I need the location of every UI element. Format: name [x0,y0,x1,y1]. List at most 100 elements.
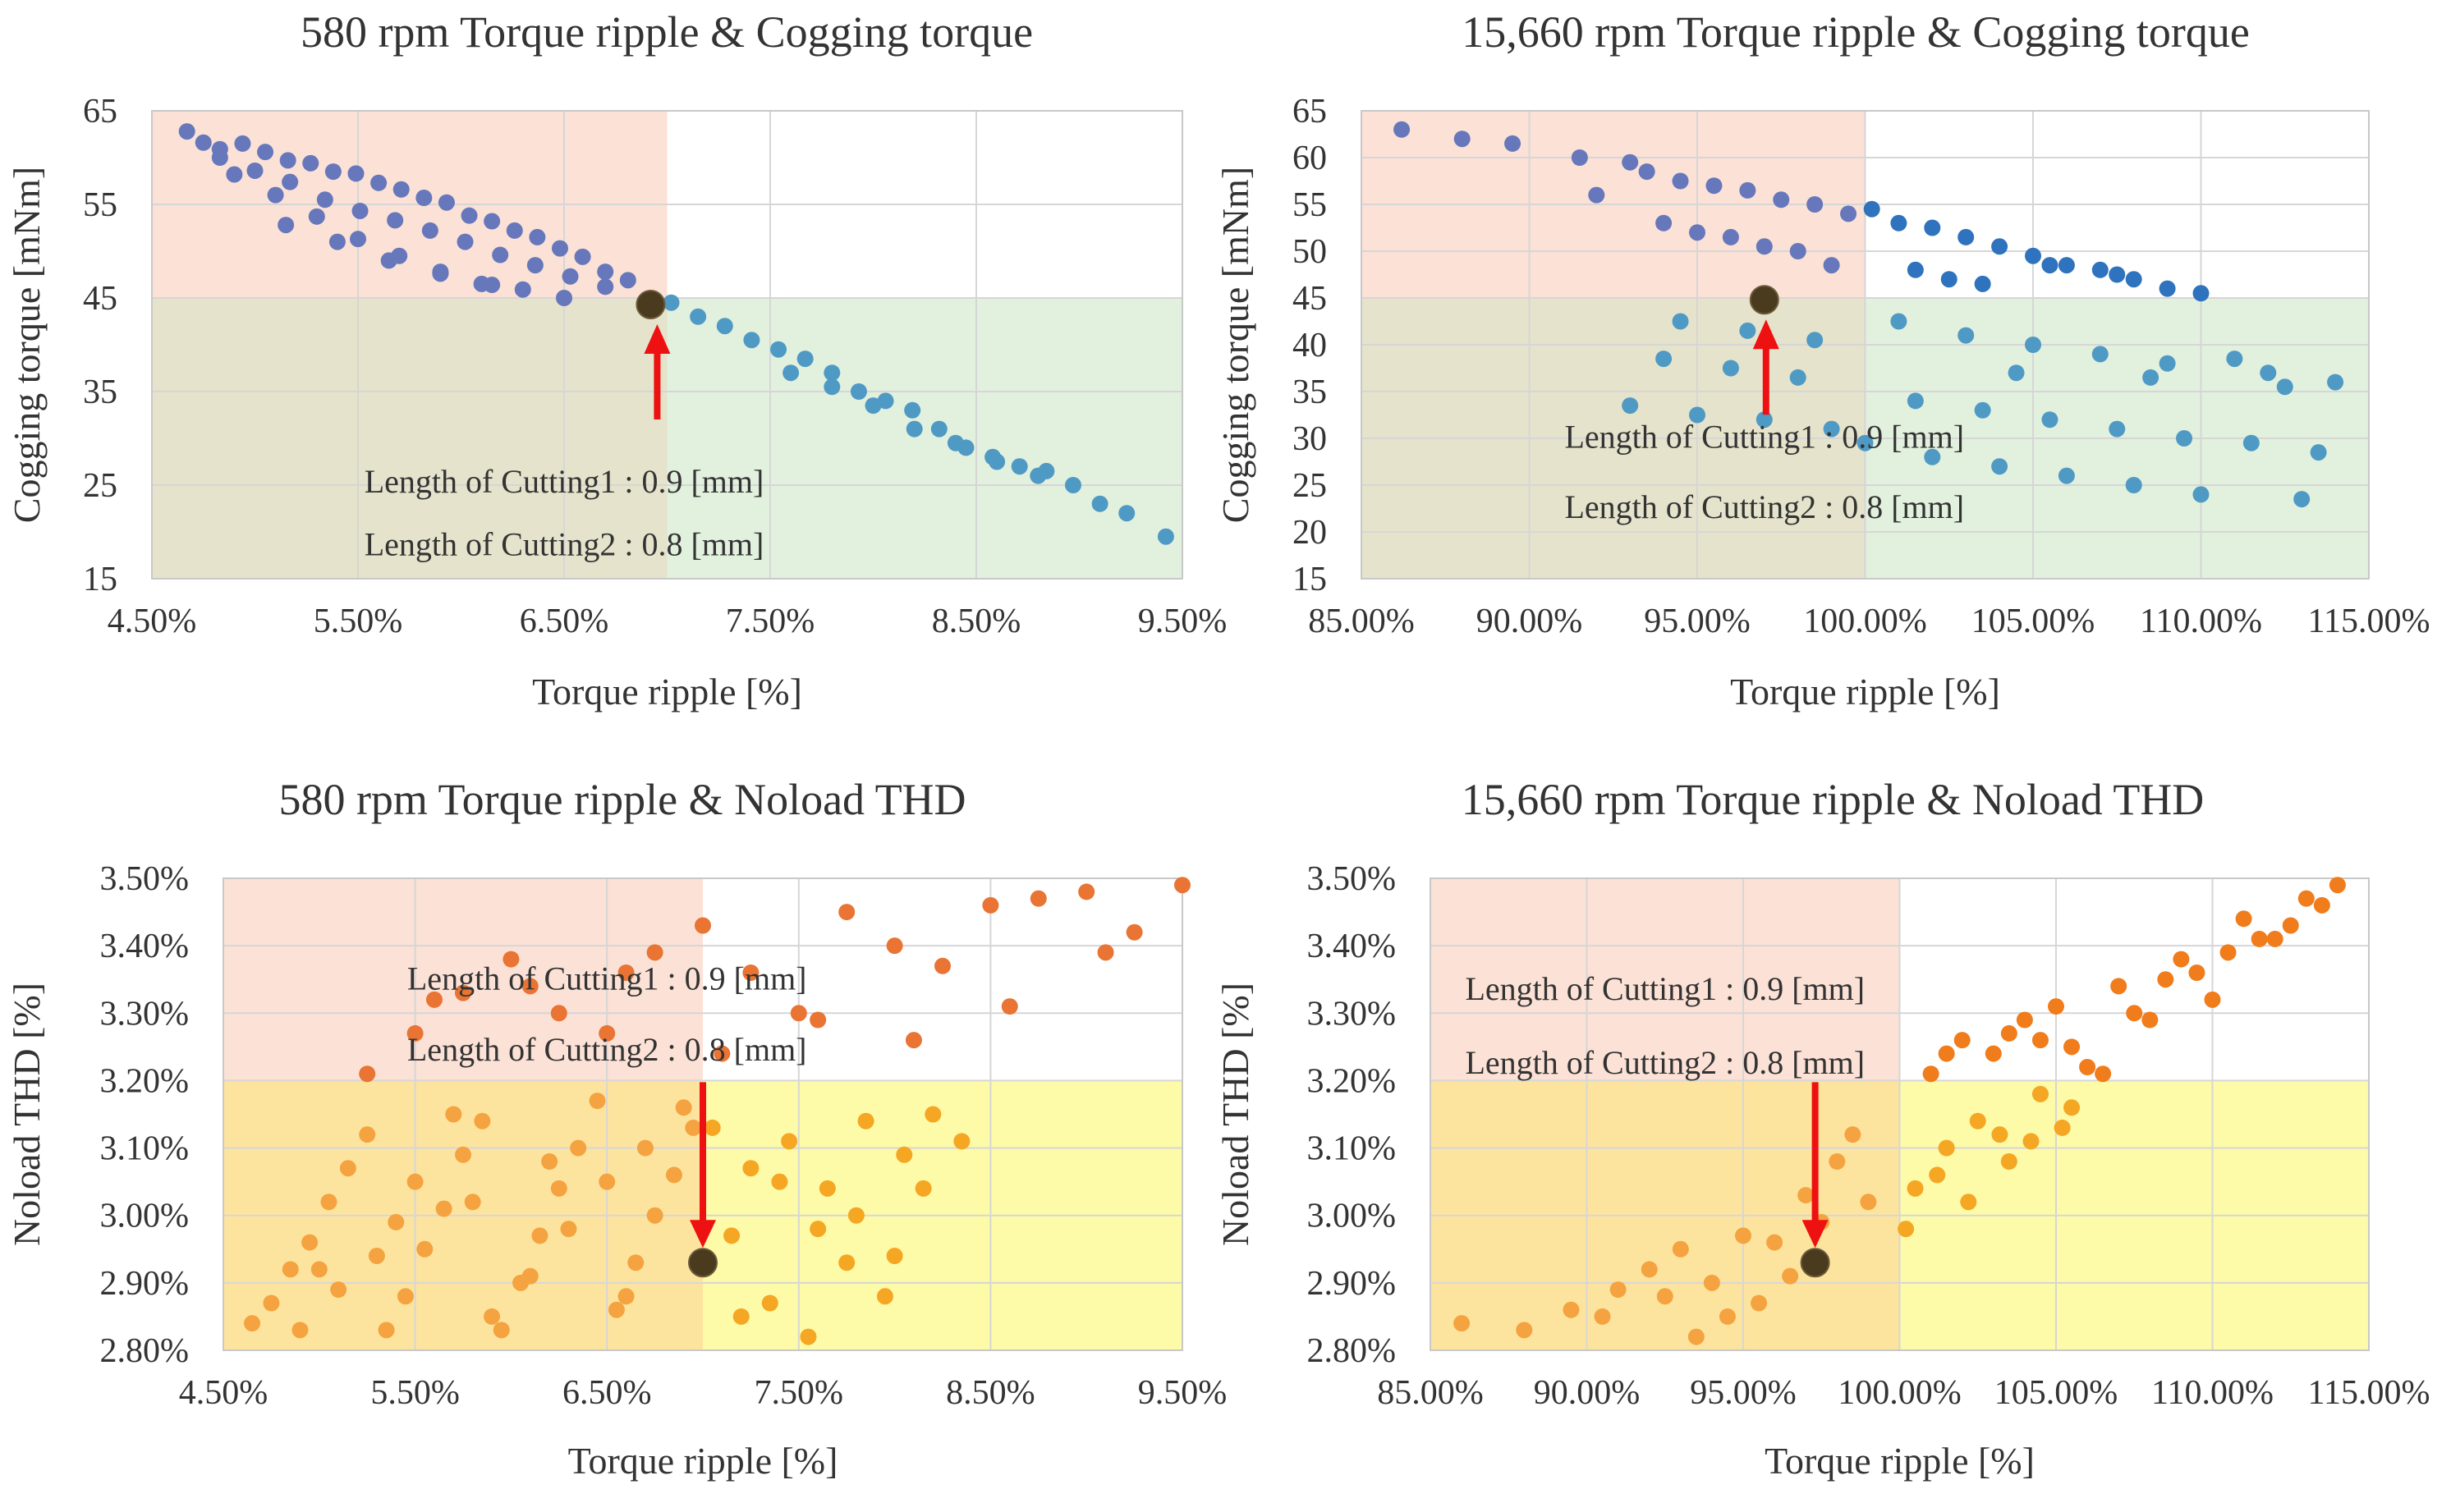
x-axis-label: Torque ripple [%] [532,671,802,712]
data-point [541,1153,558,1170]
y-tick-label: 3.10% [100,1130,190,1168]
plot-border [151,110,1183,580]
data-point [2109,266,2126,283]
data-point [1856,434,1874,451]
data-point [351,202,369,219]
data-point [316,191,333,208]
data-point [359,1065,376,1083]
data-point [301,1234,319,1251]
data-point [742,964,760,981]
data-point [406,1024,424,1042]
data-point [2313,896,2330,914]
data-point [1157,528,1174,545]
data-point [617,964,635,981]
data-point [982,896,999,914]
data-point [1985,1045,2002,1062]
data-point [387,212,404,229]
x-tick-label: 95.00% [1644,603,1751,640]
annotation-text: Length of Cutting2 : 0.8 [mm] [365,526,764,563]
annotation-text: Length of Cutting2 : 0.8 [mm] [1564,488,1964,525]
data-point [2091,261,2109,278]
data-point [455,984,471,1001]
data-point [457,233,474,250]
data-point [599,1024,616,1042]
data-point [2125,271,2142,288]
y-tick-label: 25 [83,467,117,505]
data-point [2000,1024,2017,1042]
chart-title: 580 rpm Torque ripple & Cogging torque [301,7,1033,57]
arrow-head [690,1220,716,1249]
data-point [663,294,680,311]
y-tick-label: 3.30% [1307,995,1397,1033]
data-point [704,1119,721,1136]
data-point [2031,1032,2049,1049]
x-tick-label: 100.00% [1838,1374,1962,1412]
data-point [435,1200,452,1217]
data-point [492,246,509,263]
y-tick-label: 55 [83,186,117,224]
data-point [1722,360,1739,377]
data-point [1174,877,1191,894]
selected-design-point [636,289,666,319]
data-point [1806,332,1824,349]
data-point [1118,505,1136,522]
data-point [1957,228,1975,245]
chart-title: 15,660 rpm Torque ripple & Cogging torqu… [1462,7,2250,57]
data-point [474,1112,491,1129]
data-point [1960,1194,1977,1211]
data-point [2041,411,2058,428]
data-point [359,1126,376,1143]
data-point [597,278,614,296]
x-tick-label: 4.50% [108,603,197,640]
data-point [1840,205,1857,222]
data-point [2095,1065,2112,1083]
x-tick-label: 6.50% [562,1374,652,1412]
data-point [432,265,449,282]
data-point [877,392,894,410]
data-point [226,166,243,183]
data-point [1922,1065,1939,1083]
data-point [195,134,212,151]
data-point [1991,458,2008,475]
data-point [2141,1011,2159,1029]
chart-4: Length of Cutting1 : 0.9 [mm] Length of C… [1214,775,2430,1482]
data-point [619,272,636,289]
data-point [1516,1322,1533,1339]
y-tick-label: 3.30% [100,995,190,1033]
y-tick-label: 3.00% [100,1198,190,1235]
data-point [1722,228,1739,245]
data-point [521,978,539,995]
data-point [2297,890,2315,907]
data-point [685,1119,702,1136]
x-tick-label: 5.50% [370,1374,460,1412]
x-tick-label: 5.50% [314,603,403,640]
data-point [1735,1227,1751,1244]
x-tick-label: 115.00% [2308,603,2430,640]
annotation-text: Length of Cutting1 : 0.9 [mm] [1564,418,1964,455]
data-point [930,420,948,438]
data-point [1609,1281,1627,1299]
data-point [406,1173,424,1190]
data-point [1739,181,1756,199]
data-point [1789,369,1806,386]
data-point [810,1221,827,1238]
y-tick-label: 15 [83,561,117,598]
data-point [484,277,501,294]
data-point [608,1301,625,1318]
data-point [627,1254,645,1271]
data-point [2242,434,2260,451]
data-point [989,453,1006,470]
data-point [2063,1099,2081,1116]
data-point [886,937,903,955]
data-point [574,248,591,265]
arrow-head [1801,1220,1829,1249]
data-point [2058,257,2075,274]
data-point [2293,491,2311,508]
annotation-text: Length of Cutting1 : 0.9 [mm] [365,463,764,500]
chart-1: Length of Cutting1 : 0.9 [mm] Length of C… [6,7,1227,712]
y-tick-label: 35 [1292,373,1327,411]
y-tick-label: 3.50% [1307,860,1397,898]
data-point [2041,257,2058,274]
data-point [1860,1194,1877,1211]
data-point [328,233,346,250]
